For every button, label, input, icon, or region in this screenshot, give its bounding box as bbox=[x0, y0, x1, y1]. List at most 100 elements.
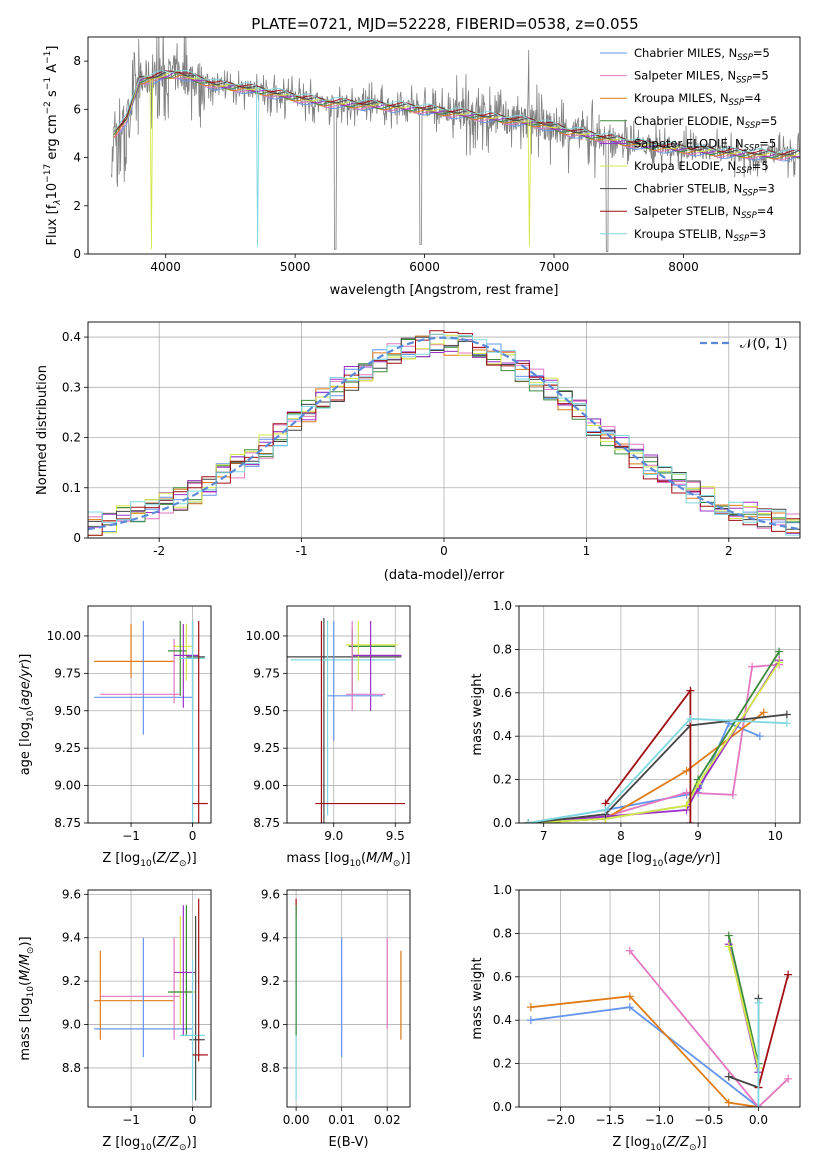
y-tick-label: 9.4 bbox=[261, 931, 280, 945]
figure-title: PLATE=0721, MJD=52228, FIBERID=0538, z=0… bbox=[251, 15, 638, 33]
weight-point bbox=[728, 790, 737, 799]
legend-entry: Chabrier MILES, NSSP=5 bbox=[634, 46, 770, 63]
x-axis-label: Z [log10(Z/Z⊙)] bbox=[102, 851, 196, 869]
weight-point bbox=[754, 998, 763, 1007]
weight-point bbox=[782, 719, 791, 728]
weight-line-chabrier-miles bbox=[530, 1006, 759, 1107]
y-tick-label: 9.25 bbox=[253, 741, 280, 755]
mass-vs-ebv-panel: 0.00 0.01 0.02 8.8 9.0 9.2 9.4 9.6 E(B-V) bbox=[261, 887, 411, 1150]
x-tick-label: 5000 bbox=[280, 260, 311, 274]
y-tick-label: 9.00 bbox=[54, 779, 81, 793]
x-tick-label: 0 bbox=[189, 1113, 197, 1127]
x-tick-label: 1 bbox=[583, 544, 591, 558]
weight-point bbox=[526, 1003, 535, 1012]
y-tick-label: 10.00 bbox=[246, 629, 280, 643]
x-axis-label: Z [log10(Z/Z⊙)] bbox=[612, 1135, 706, 1153]
legend-entry: Kroupa STELIB, NSSP=3 bbox=[634, 227, 766, 244]
y-tick-label: 0.8 bbox=[493, 926, 512, 940]
x-tick-label: −2.0 bbox=[546, 1113, 575, 1127]
y-tick-label: 9.50 bbox=[54, 704, 81, 718]
y-tick-label: 0.1 bbox=[62, 481, 81, 495]
weight-line-chabrier-elodie bbox=[727, 935, 760, 1064]
y-tick-label: 0.2 bbox=[493, 1057, 512, 1071]
weight-point bbox=[782, 710, 791, 719]
x-tick-label: −1 bbox=[122, 1113, 140, 1127]
residual-steps bbox=[88, 330, 800, 536]
x-tick-label: 7000 bbox=[539, 260, 570, 274]
massweight-vs-age-panel: 7 8 9 10 0.0 0.2 0.4 0.6 0.8 1.0 age [log10(age/yr… bbox=[470, 599, 801, 869]
x-tick-label: 10 bbox=[768, 829, 783, 843]
x-tick-label: −0.5 bbox=[694, 1113, 723, 1127]
weight-point bbox=[625, 1003, 634, 1012]
weight-point bbox=[755, 732, 764, 741]
weight-point bbox=[526, 1016, 535, 1025]
weight-point bbox=[748, 662, 757, 671]
weight-point bbox=[759, 708, 768, 717]
error-bars bbox=[94, 620, 208, 823]
y-axis-label: Normed distribution bbox=[35, 365, 50, 495]
weight-line-kroupa-elodie bbox=[727, 946, 760, 1069]
y-tick-label: 0.2 bbox=[493, 773, 512, 787]
x-tick-label: −1 bbox=[122, 829, 140, 843]
y-tick-label: 9.0 bbox=[261, 1018, 280, 1032]
x-axis-label: Z [log10(Z/Z⊙)] bbox=[102, 1135, 196, 1153]
axes-frame bbox=[286, 605, 411, 824]
x-tick-label: 9.5 bbox=[386, 829, 405, 843]
y-tick-label: 9.00 bbox=[253, 779, 280, 793]
weight-line-chabrier-stelib bbox=[528, 713, 788, 823]
weight-line-kroupa-stelib bbox=[528, 717, 787, 823]
error-bars bbox=[94, 898, 208, 1101]
model-line-salpeter-miles bbox=[113, 76, 800, 161]
weight-lines bbox=[526, 931, 793, 1107]
y-tick-label: 0.8 bbox=[493, 642, 512, 656]
model-line-kroupa-stelib bbox=[113, 69, 800, 247]
x-tick-label: -2 bbox=[153, 544, 165, 558]
y-tick-label: 8 bbox=[73, 54, 81, 68]
x-tick-label: −1.5 bbox=[595, 1113, 624, 1127]
weight-point bbox=[625, 992, 634, 1001]
axes-frame bbox=[518, 605, 801, 824]
y-tick-label: 0.2 bbox=[62, 431, 81, 445]
histogram-salpeter-elodie bbox=[88, 339, 800, 534]
y-tick-label: 6 bbox=[73, 102, 81, 116]
weight-point bbox=[724, 931, 733, 940]
x-tick-label: 8000 bbox=[668, 260, 699, 274]
legend-entry: Salpeter MILES, NSSP=5 bbox=[634, 69, 769, 86]
weight-line-salpeter-miles bbox=[528, 663, 780, 823]
x-tick-label: 9 bbox=[694, 829, 702, 843]
y-tick-label: 9.6 bbox=[62, 887, 81, 901]
x-tick-label: 7 bbox=[540, 829, 548, 843]
weight-point bbox=[784, 970, 793, 979]
x-tick-label: −1.0 bbox=[645, 1113, 674, 1127]
y-tick-label: 0.4 bbox=[62, 330, 81, 344]
y-tick-label: 8.75 bbox=[54, 816, 81, 830]
x-tick-label: 9.0 bbox=[324, 829, 343, 843]
weight-point bbox=[524, 819, 533, 823]
x-axis-label: mass [log10(M/M⊙)] bbox=[286, 851, 410, 869]
x-tick-label: 8 bbox=[617, 829, 625, 843]
legend-entry: Kroupa ELODIE, NSSP=5 bbox=[634, 159, 769, 176]
age-vs-Z-panel: −1 0 8.75 9.00 9.25 9.50 9.75 10.00 Z [log10(Z/Z… bbox=[18, 605, 212, 869]
y-axis-label: age [log10(age/yr)] bbox=[18, 654, 36, 776]
weight-point bbox=[775, 647, 784, 656]
y-tick-label: 2 bbox=[73, 199, 81, 213]
histogram-salpeter-stelib bbox=[88, 330, 800, 536]
y-tick-label: 0.0 bbox=[493, 1100, 512, 1114]
y-tick-label: 9.75 bbox=[54, 666, 81, 680]
weight-point bbox=[724, 1098, 733, 1107]
residuals-panel: -2 -1 0 1 2 0 0.1 0.2 0.3 0.4 𝒩(0, 1) (data-model)/… bbox=[35, 321, 801, 583]
spectrum-legend: Chabrier MILES, NSSP=5 Salpeter MILES, NS… bbox=[600, 46, 777, 244]
x-tick-label: 0.02 bbox=[374, 1113, 401, 1127]
weight-line-salpeter-miles bbox=[629, 950, 789, 1107]
weight-point bbox=[601, 805, 610, 814]
weight-point bbox=[694, 779, 703, 788]
legend-entry: Chabrier STELIB, NSSP=3 bbox=[634, 182, 775, 199]
x-axis-label: age [log10(age/yr)] bbox=[599, 851, 721, 869]
spectrum-lines bbox=[110, 37, 800, 252]
y-axis-label: mass [log10(M/M⊙)] bbox=[18, 936, 36, 1060]
y-axis-label: mass weight bbox=[470, 957, 485, 1039]
y-tick-label: 9.50 bbox=[253, 704, 280, 718]
y-tick-label: 4 bbox=[73, 151, 81, 165]
